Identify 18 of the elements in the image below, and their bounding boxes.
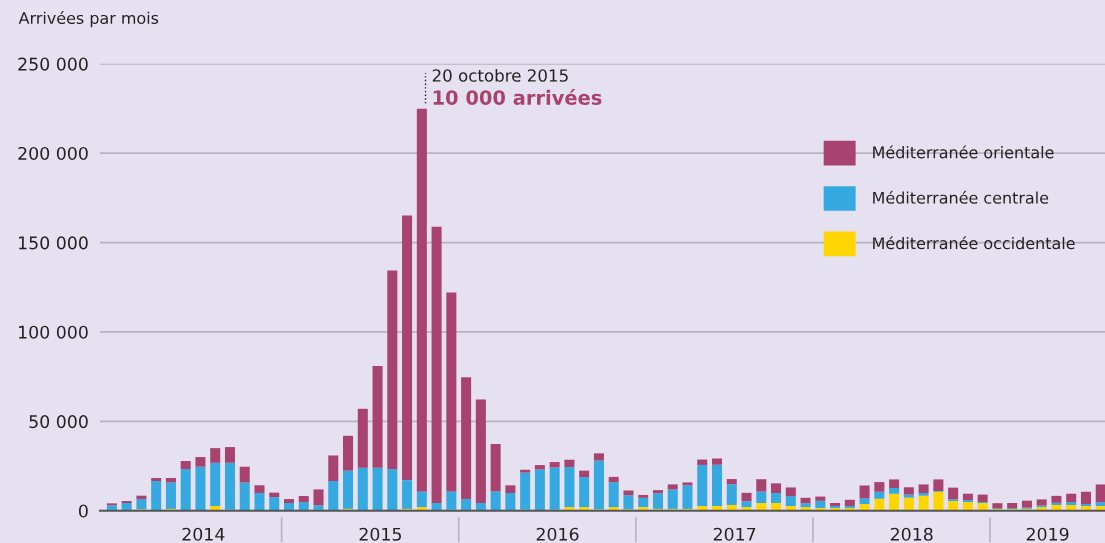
annotation: 10 000 arrivées	[433, 89, 602, 105]
y-tick-label: 0	[78, 504, 88, 518]
x-tick-label: 2019	[1026, 527, 1069, 541]
y-tick-label: 100 000	[19, 325, 88, 339]
legend-label: Méditerranée orientale	[873, 145, 1054, 159]
y-tick-label: 250 000	[18, 57, 88, 71]
x-tick-label: 2015	[359, 527, 401, 541]
annotation: 20 octobre 2015	[432, 68, 568, 82]
x-tick-label: 2018	[890, 527, 933, 541]
y-tick-label: 150 000	[19, 236, 88, 250]
x-tick-label: 2016	[536, 527, 579, 541]
legend-label: Méditerranée occidentale	[873, 236, 1075, 250]
y-tick-label: 200 000	[18, 146, 88, 161]
x-tick-label: 2014	[182, 527, 225, 541]
y-axis-title: Arrivées par mois	[18, 11, 159, 28]
x-tick-label: 2017	[713, 527, 756, 541]
legend-label: Méditerranée centrale	[873, 190, 1049, 204]
y-tick-label: 50 000	[29, 415, 88, 429]
